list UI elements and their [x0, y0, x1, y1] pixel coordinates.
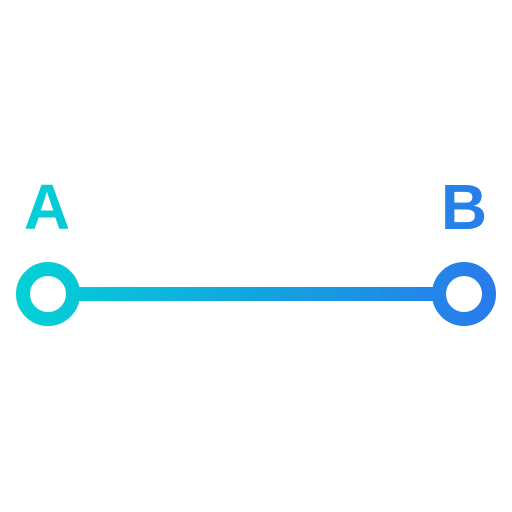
label-b: B: [441, 171, 487, 243]
label-a: A: [24, 171, 70, 243]
segment-diagram: A B: [0, 0, 512, 512]
endpoint-a-icon: [23, 269, 73, 319]
endpoint-b-icon: [439, 269, 489, 319]
